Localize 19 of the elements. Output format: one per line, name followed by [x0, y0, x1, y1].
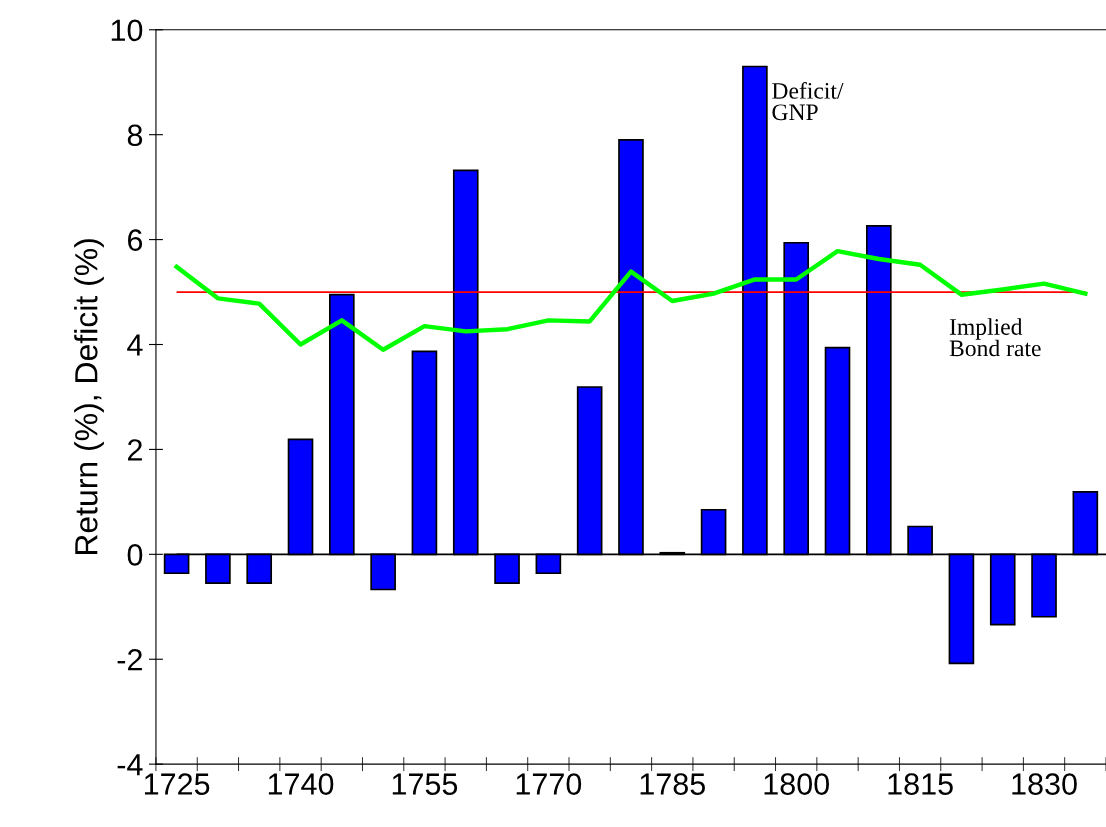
x-tick-label: 1785 [640, 773, 705, 795]
y-tick-label: 4 [127, 334, 143, 356]
y-tick-label: -4 [117, 754, 143, 776]
x-tick-label: 1830 [1012, 773, 1077, 795]
y-tick-label: 6 [128, 229, 143, 251]
series-label: Deficit/ GNP [772, 81, 844, 121]
y-tick-label: -2 [117, 648, 142, 671]
y-tick-label: 0 [127, 544, 143, 566]
y-tick-label: 10 [111, 19, 143, 42]
x-tick-label: 1755 [392, 773, 458, 795]
series-label: Implied Bond rate [949, 318, 1041, 357]
x-tick-label: 1815 [888, 773, 953, 795]
x-tick-label: 1800 [764, 773, 829, 795]
x-tick-label: 1740 [268, 773, 334, 795]
y-tick-label: 2 [127, 439, 142, 461]
x-tick-label: 1725 [144, 773, 210, 795]
y-axis-title: Return (%), Deficit (%) [74, 239, 104, 555]
y-tick-label: 8 [127, 124, 143, 147]
x-tick-label: 1770 [516, 773, 582, 795]
